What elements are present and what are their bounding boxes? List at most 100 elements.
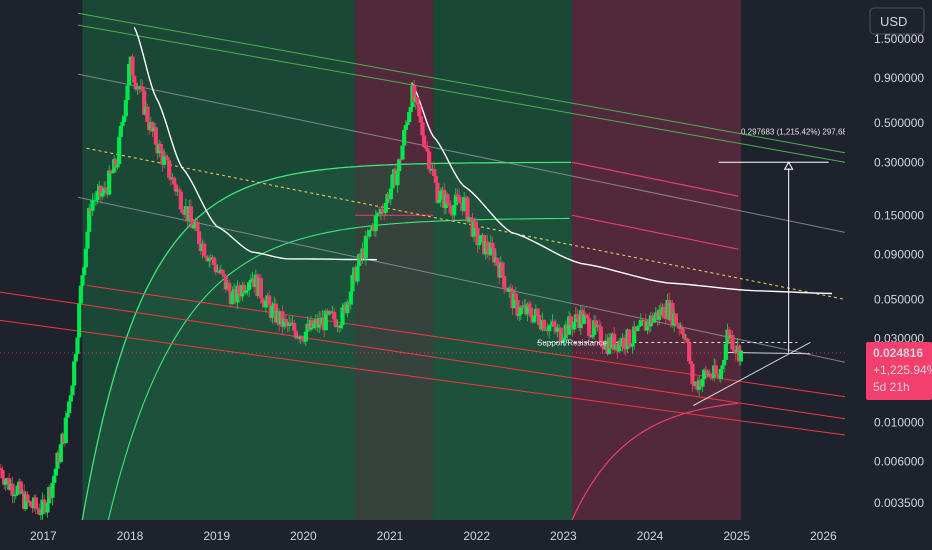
candle-body xyxy=(345,301,350,314)
candle-body xyxy=(418,116,423,123)
candle-body xyxy=(688,361,693,364)
candle-body xyxy=(180,209,185,214)
candle-body xyxy=(235,285,240,303)
candle-body xyxy=(0,468,3,471)
candle-body xyxy=(488,242,493,256)
candles[interactable] xyxy=(0,53,743,521)
candle-body xyxy=(555,328,560,332)
candle-body xyxy=(467,217,472,222)
candle-body xyxy=(203,256,208,258)
candle-body xyxy=(222,273,227,277)
candle-body xyxy=(638,319,643,326)
price-axis[interactable]: 1.500000 0.900000 0.500000 0.300000 0.150000… xyxy=(845,0,932,550)
green-envelope-outer xyxy=(81,161,572,521)
candle-body xyxy=(662,306,667,319)
currency-button[interactable]: USD xyxy=(869,7,925,35)
candle-body xyxy=(628,345,633,347)
candle-body xyxy=(140,86,145,91)
candle-body xyxy=(687,342,692,362)
candle-body xyxy=(123,100,128,117)
candle-body xyxy=(528,307,533,317)
candle-body xyxy=(680,327,685,335)
candle-body xyxy=(33,497,38,508)
candle-body xyxy=(58,444,63,462)
candle-body xyxy=(583,314,588,316)
candle-body xyxy=(478,235,483,243)
candle-body xyxy=(167,160,172,178)
candle-body xyxy=(83,248,88,268)
candle-body xyxy=(312,323,317,329)
candle-body xyxy=(542,320,547,331)
candle-body xyxy=(340,307,345,326)
candle-body xyxy=(390,174,395,189)
candle-body xyxy=(502,275,507,288)
candle-body xyxy=(245,289,250,291)
candle-body xyxy=(118,125,123,137)
candle-body xyxy=(432,168,437,176)
candle-body xyxy=(192,225,197,229)
candle-body xyxy=(40,499,45,515)
price-tick-label: 0.500000 xyxy=(874,116,924,130)
currency-button-label[interactable]: USD xyxy=(880,14,907,29)
price-tick-label: 0.150000 xyxy=(874,208,924,222)
candle-body xyxy=(675,323,680,325)
candle-body xyxy=(333,319,338,327)
candle-body xyxy=(338,325,343,329)
candle-body xyxy=(422,135,427,147)
candle-body xyxy=(35,507,40,510)
candle-body xyxy=(25,494,30,502)
time-axis[interactable]: 2017 2018 2019 2020 2021 2022 2023 2024 2025 2026 xyxy=(0,520,845,550)
candle-body xyxy=(575,314,580,320)
candle-body xyxy=(267,295,272,305)
candle-body xyxy=(260,298,265,304)
candle-body xyxy=(552,321,557,327)
candle-body xyxy=(237,285,242,294)
candle-body xyxy=(490,242,495,248)
candle-body xyxy=(28,501,33,507)
candle-body xyxy=(103,187,108,191)
candle-body xyxy=(673,313,678,324)
candle-body xyxy=(452,205,457,216)
candle-body xyxy=(457,196,462,203)
candle-body xyxy=(535,308,540,315)
candle-body xyxy=(597,325,602,327)
candle-body xyxy=(177,189,182,192)
candle-body xyxy=(395,171,400,186)
candle-body xyxy=(562,337,567,341)
candle-body xyxy=(67,401,72,414)
candle-body xyxy=(52,475,57,483)
candle-body xyxy=(243,290,248,294)
candle-body xyxy=(63,417,68,444)
candle-body xyxy=(732,349,737,352)
candle-body xyxy=(122,116,127,122)
candle-body xyxy=(65,413,70,418)
candle-body xyxy=(402,129,407,146)
candle-body xyxy=(190,219,195,229)
time-tick-label: 2025 xyxy=(723,529,750,543)
candle-body xyxy=(68,395,73,402)
price-badge-countdown: 5d 21h xyxy=(873,380,910,394)
candle-body xyxy=(587,318,592,336)
candle-body xyxy=(23,494,28,509)
candle-body xyxy=(400,145,405,160)
candle-body xyxy=(652,317,657,323)
candle-body xyxy=(87,207,92,232)
candle-body xyxy=(500,262,505,276)
red-channel-line-0 xyxy=(0,291,846,420)
candle-body xyxy=(453,194,458,206)
time-tick-label: 2022 xyxy=(463,529,490,543)
candle-body xyxy=(120,121,125,126)
currency-button-frame[interactable] xyxy=(869,7,925,35)
candle-body xyxy=(397,159,402,172)
candle-body xyxy=(475,227,480,246)
candle-body xyxy=(53,468,58,476)
dotted-trend-line xyxy=(86,147,846,300)
candle-body xyxy=(705,370,710,376)
candle-body xyxy=(465,197,470,222)
price-tick-label: 0.900000 xyxy=(874,71,924,85)
candle-body xyxy=(173,184,178,192)
candle-body xyxy=(108,170,113,174)
candle-body xyxy=(82,267,87,276)
